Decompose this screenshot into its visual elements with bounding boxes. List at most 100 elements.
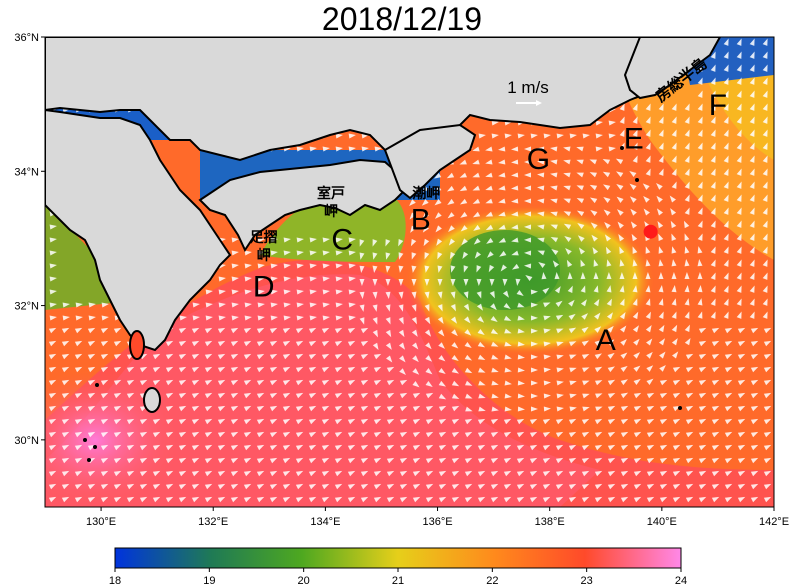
current-vector [217, 327, 226, 334]
current-vector [485, 185, 493, 191]
current-vector [179, 315, 187, 321]
current-vector [645, 311, 651, 320]
current-vector [61, 418, 70, 425]
current-vector [347, 353, 356, 360]
current-vector [710, 103, 716, 111]
current-vector [359, 291, 365, 299]
current-vector [113, 327, 122, 334]
current-vector [451, 405, 460, 412]
current-vector [646, 431, 655, 438]
current-vector [463, 291, 469, 299]
current-vector [710, 116, 716, 124]
current-vector [424, 278, 430, 286]
current-vector [498, 198, 506, 204]
current-vector [724, 353, 733, 360]
current-vector [347, 392, 356, 399]
current-vector [489, 278, 495, 286]
current-vector [243, 418, 252, 425]
current-vector [410, 225, 417, 233]
current-vector [270, 315, 278, 321]
current-vector [498, 185, 506, 191]
current-vector [515, 278, 521, 286]
current-vector [659, 431, 668, 438]
current-vector [178, 353, 187, 360]
current-vector [425, 470, 434, 477]
current-vector [373, 366, 382, 373]
current-vector [412, 355, 419, 363]
current-vector [503, 457, 512, 464]
current-vector [485, 172, 493, 178]
current-vector [334, 340, 343, 347]
current-vector [372, 329, 378, 338]
current-vector [347, 327, 356, 334]
current-vector [373, 444, 382, 451]
current-vector [478, 133, 486, 139]
current-vector [762, 38, 768, 46]
current-vector [672, 457, 681, 464]
current-vector [631, 233, 638, 242]
current-vector [736, 38, 742, 46]
current-vector [750, 353, 759, 360]
current-vector [459, 198, 468, 205]
current-vector [348, 302, 356, 308]
current-vector [74, 496, 83, 503]
current-vector [697, 64, 703, 72]
current-vector [321, 379, 330, 386]
current-vector [629, 170, 637, 178]
current-vector [581, 326, 589, 334]
current-vector [48, 444, 57, 451]
current-vector [724, 379, 733, 386]
current-vector [399, 355, 406, 363]
current-vector [762, 246, 768, 254]
current-vector [296, 250, 304, 256]
current-vector [724, 496, 733, 503]
current-vector [438, 393, 447, 400]
current-vector [503, 418, 512, 425]
current-vector [724, 366, 733, 373]
current-vector [550, 224, 558, 230]
current-vector [723, 246, 729, 254]
current-vector [582, 393, 590, 399]
current-vector [550, 185, 558, 191]
current-vector [398, 265, 404, 273]
current-vector [335, 315, 343, 321]
current-vector [450, 278, 456, 286]
current-vector [243, 392, 252, 399]
current-vector [243, 457, 252, 464]
current-vector [684, 246, 690, 254]
current-vector [335, 146, 343, 152]
current-vector [347, 444, 356, 451]
current-vector [217, 418, 226, 425]
current-vector [563, 146, 571, 152]
current-vector [335, 276, 343, 282]
current-vector [504, 354, 512, 360]
island-yakushima [143, 387, 161, 413]
current-vector [257, 250, 265, 256]
current-vector [606, 272, 612, 280]
current-vector [736, 207, 742, 215]
current-vector [385, 252, 391, 260]
current-vector [749, 142, 755, 150]
current-vector [633, 352, 641, 359]
current-vector [698, 444, 707, 451]
current-vector [685, 496, 694, 503]
current-vector [569, 354, 577, 360]
current-vector [530, 380, 538, 386]
current-vector [449, 251, 456, 260]
current-vector [230, 353, 239, 360]
current-vector [87, 379, 96, 386]
current-vector [568, 470, 577, 477]
current-vector [411, 304, 417, 312]
current-vector [425, 457, 434, 464]
current-vector [191, 405, 200, 412]
current-vector [385, 342, 392, 350]
current-vector [204, 431, 213, 438]
current-vector [372, 291, 378, 299]
current-vector [113, 457, 122, 464]
current-vector [698, 327, 707, 334]
current-vector [724, 392, 733, 399]
current-vector [321, 418, 330, 425]
current-vector [48, 470, 57, 477]
current-vector [750, 379, 759, 386]
current-vector [633, 378, 641, 386]
